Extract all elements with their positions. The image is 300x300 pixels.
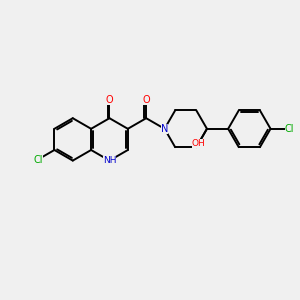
Text: NH: NH <box>103 156 116 165</box>
Text: Cl: Cl <box>285 124 294 134</box>
Text: Cl: Cl <box>33 154 43 164</box>
Text: O: O <box>142 95 150 105</box>
Text: N: N <box>161 124 168 134</box>
Text: O: O <box>106 95 113 105</box>
Text: OH: OH <box>192 139 205 148</box>
